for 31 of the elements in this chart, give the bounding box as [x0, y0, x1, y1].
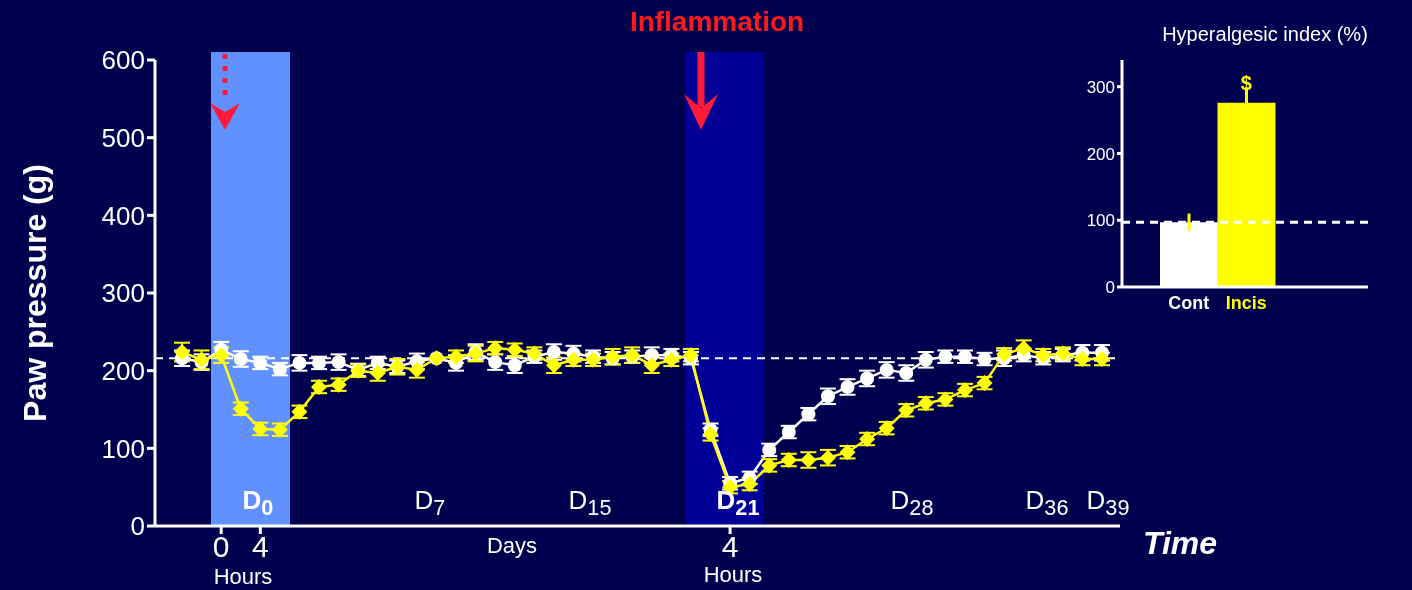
y-tick-label: 300	[1086, 77, 1115, 97]
x-tick-label: Cont	[1168, 293, 1210, 313]
x-tick-label: 4	[251, 530, 269, 564]
chart-title: Hyperalgesic index (%)	[1162, 22, 1368, 46]
point	[507, 358, 522, 373]
annotation: D$_{7}$	[414, 485, 446, 521]
y-tick-label: 400	[101, 200, 145, 231]
annotation: D$_{0}$	[242, 485, 274, 521]
annotation: D$_{39}$	[1086, 485, 1130, 521]
text: Time	[1142, 525, 1218, 561]
y-tick-label: 200	[1086, 144, 1115, 164]
y-tick-label: 200	[101, 355, 145, 386]
y-tick-label: 0	[130, 511, 145, 542]
x-tick-label: 4	[721, 530, 739, 564]
annotation: D$_{21}$	[716, 485, 760, 521]
x-tick-label: Incis	[1225, 293, 1267, 313]
text: Hours	[703, 562, 763, 587]
y-tick-label: 0	[1105, 278, 1115, 298]
annotation: D$_{36}$	[1025, 485, 1069, 521]
y-tick-label: 300	[101, 278, 145, 309]
text: Hours	[213, 564, 273, 589]
x-tick-label: 0	[212, 530, 230, 564]
y-tick-label: 100	[1086, 211, 1115, 231]
y-tick-label: 100	[101, 433, 145, 464]
annotation: D$_{15}$	[568, 485, 612, 521]
y-tick-label: 600	[101, 45, 145, 76]
annotation: D$_{28}$	[890, 485, 934, 521]
text: Inflammation	[629, 6, 805, 37]
text: Days	[486, 533, 538, 558]
y-axis-title: Paw pressure (g)	[16, 164, 54, 422]
y-tick-label: 500	[101, 122, 145, 153]
